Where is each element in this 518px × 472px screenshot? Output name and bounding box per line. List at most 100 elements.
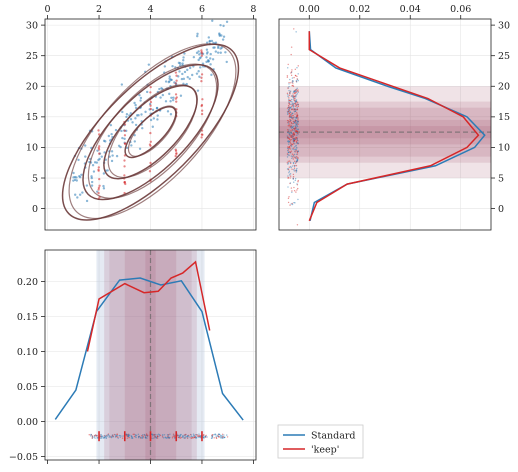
scatter-point-keep <box>200 80 203 83</box>
scatter-point-keep <box>200 136 203 139</box>
rug-point <box>169 433 171 435</box>
rug-point <box>296 103 298 105</box>
rug-point <box>295 90 298 92</box>
rug-point <box>290 74 293 77</box>
rug-point <box>287 129 289 131</box>
scatter-point-standard <box>207 60 210 63</box>
rug-point <box>288 136 290 138</box>
rug-point <box>289 106 291 108</box>
rug-point <box>297 150 300 153</box>
rug-point <box>295 108 298 111</box>
scatter-point-standard <box>156 114 159 117</box>
scatter-point-standard <box>197 50 200 53</box>
x-tick-label: 0.04 <box>400 4 421 15</box>
rug-point <box>138 436 140 438</box>
rug-point <box>296 113 298 115</box>
y-tick-label: 15 <box>26 112 38 123</box>
rug-point <box>294 177 297 180</box>
rug-point <box>96 437 98 439</box>
rug-point <box>289 113 292 116</box>
rug-point <box>179 437 181 439</box>
rug-point <box>142 436 145 438</box>
rug-point <box>287 95 289 98</box>
scatter-point-standard <box>196 89 200 92</box>
rug-point <box>296 128 298 130</box>
rug-point <box>290 144 292 146</box>
scatter-point-standard <box>133 140 136 143</box>
rug-point <box>127 435 130 438</box>
rug-point <box>297 89 299 91</box>
rug-point <box>181 436 184 439</box>
rug-point <box>172 435 174 438</box>
rug-point <box>289 151 292 153</box>
rug-point <box>146 435 149 438</box>
y-tick-label: 20 <box>26 82 38 93</box>
y-tick-label: 25 <box>26 51 38 62</box>
rug-point <box>288 170 291 172</box>
scatter-point-keep <box>148 170 152 173</box>
scatter-point-standard <box>192 55 196 59</box>
scatter-point-standard <box>171 64 174 68</box>
rug-point <box>293 98 295 100</box>
rug-point <box>215 437 218 439</box>
rug-point <box>293 116 295 118</box>
rug-point <box>114 436 117 438</box>
scatter-point-standard <box>152 117 156 120</box>
scatter-point-keep <box>174 71 178 74</box>
scatter-point-keep <box>174 82 177 85</box>
scatter-point-standard <box>191 73 194 77</box>
scatter-point-standard <box>78 175 81 178</box>
x-tick-label: 6 <box>199 4 205 15</box>
scatter-point-standard <box>197 70 200 73</box>
density-contour <box>61 43 240 221</box>
scatter-point-standard <box>205 60 208 64</box>
rug-point <box>288 134 291 136</box>
scatter-point-standard <box>198 53 201 56</box>
rug-point <box>295 138 297 140</box>
rug-point <box>105 435 107 438</box>
rug-point <box>290 129 292 132</box>
y-tick-label: 25 <box>498 51 510 62</box>
rug-point <box>295 94 297 96</box>
rug-point <box>166 436 168 439</box>
scatter-point-keep <box>123 159 126 162</box>
scatter-point-standard <box>75 176 78 179</box>
scatter-point-standard <box>129 118 133 121</box>
scatter-point-standard <box>92 170 96 173</box>
scatter-point-standard <box>90 176 93 180</box>
rug-point <box>296 78 298 80</box>
scatter-point-standard <box>182 56 185 59</box>
scatter-point-standard <box>156 118 159 121</box>
rug-point <box>162 434 164 436</box>
rug-point <box>130 435 133 437</box>
rug-point <box>154 435 156 438</box>
rug-point <box>292 137 294 139</box>
density-line-keep <box>86 260 211 352</box>
rug-point <box>287 104 290 107</box>
rug-point <box>294 68 297 71</box>
scatter-point-keep <box>174 154 177 158</box>
rug-point <box>291 112 294 115</box>
rug-point <box>288 111 290 113</box>
scatter-point-standard <box>181 62 184 65</box>
rug-point <box>293 105 295 107</box>
scatter-point-keep <box>175 151 178 155</box>
rug-point <box>291 117 293 119</box>
scatter-point-standard <box>107 134 111 138</box>
rug-point <box>294 89 296 92</box>
scatter-point-standard <box>104 158 108 161</box>
scatter-point-standard <box>151 125 154 128</box>
scatter-point-standard <box>209 52 212 56</box>
scatter-point-standard <box>168 92 171 96</box>
rug-point <box>100 433 102 436</box>
rug-point <box>141 435 143 437</box>
scatter-point-standard <box>109 123 113 127</box>
scatter-point-standard <box>100 155 103 158</box>
rug-point <box>296 107 298 109</box>
rug-point <box>289 177 291 179</box>
joint-plot-area <box>61 19 240 221</box>
scatter-point-standard <box>179 94 183 97</box>
rug-point <box>290 131 292 134</box>
rug-point <box>293 143 296 145</box>
rug-point <box>296 139 298 141</box>
